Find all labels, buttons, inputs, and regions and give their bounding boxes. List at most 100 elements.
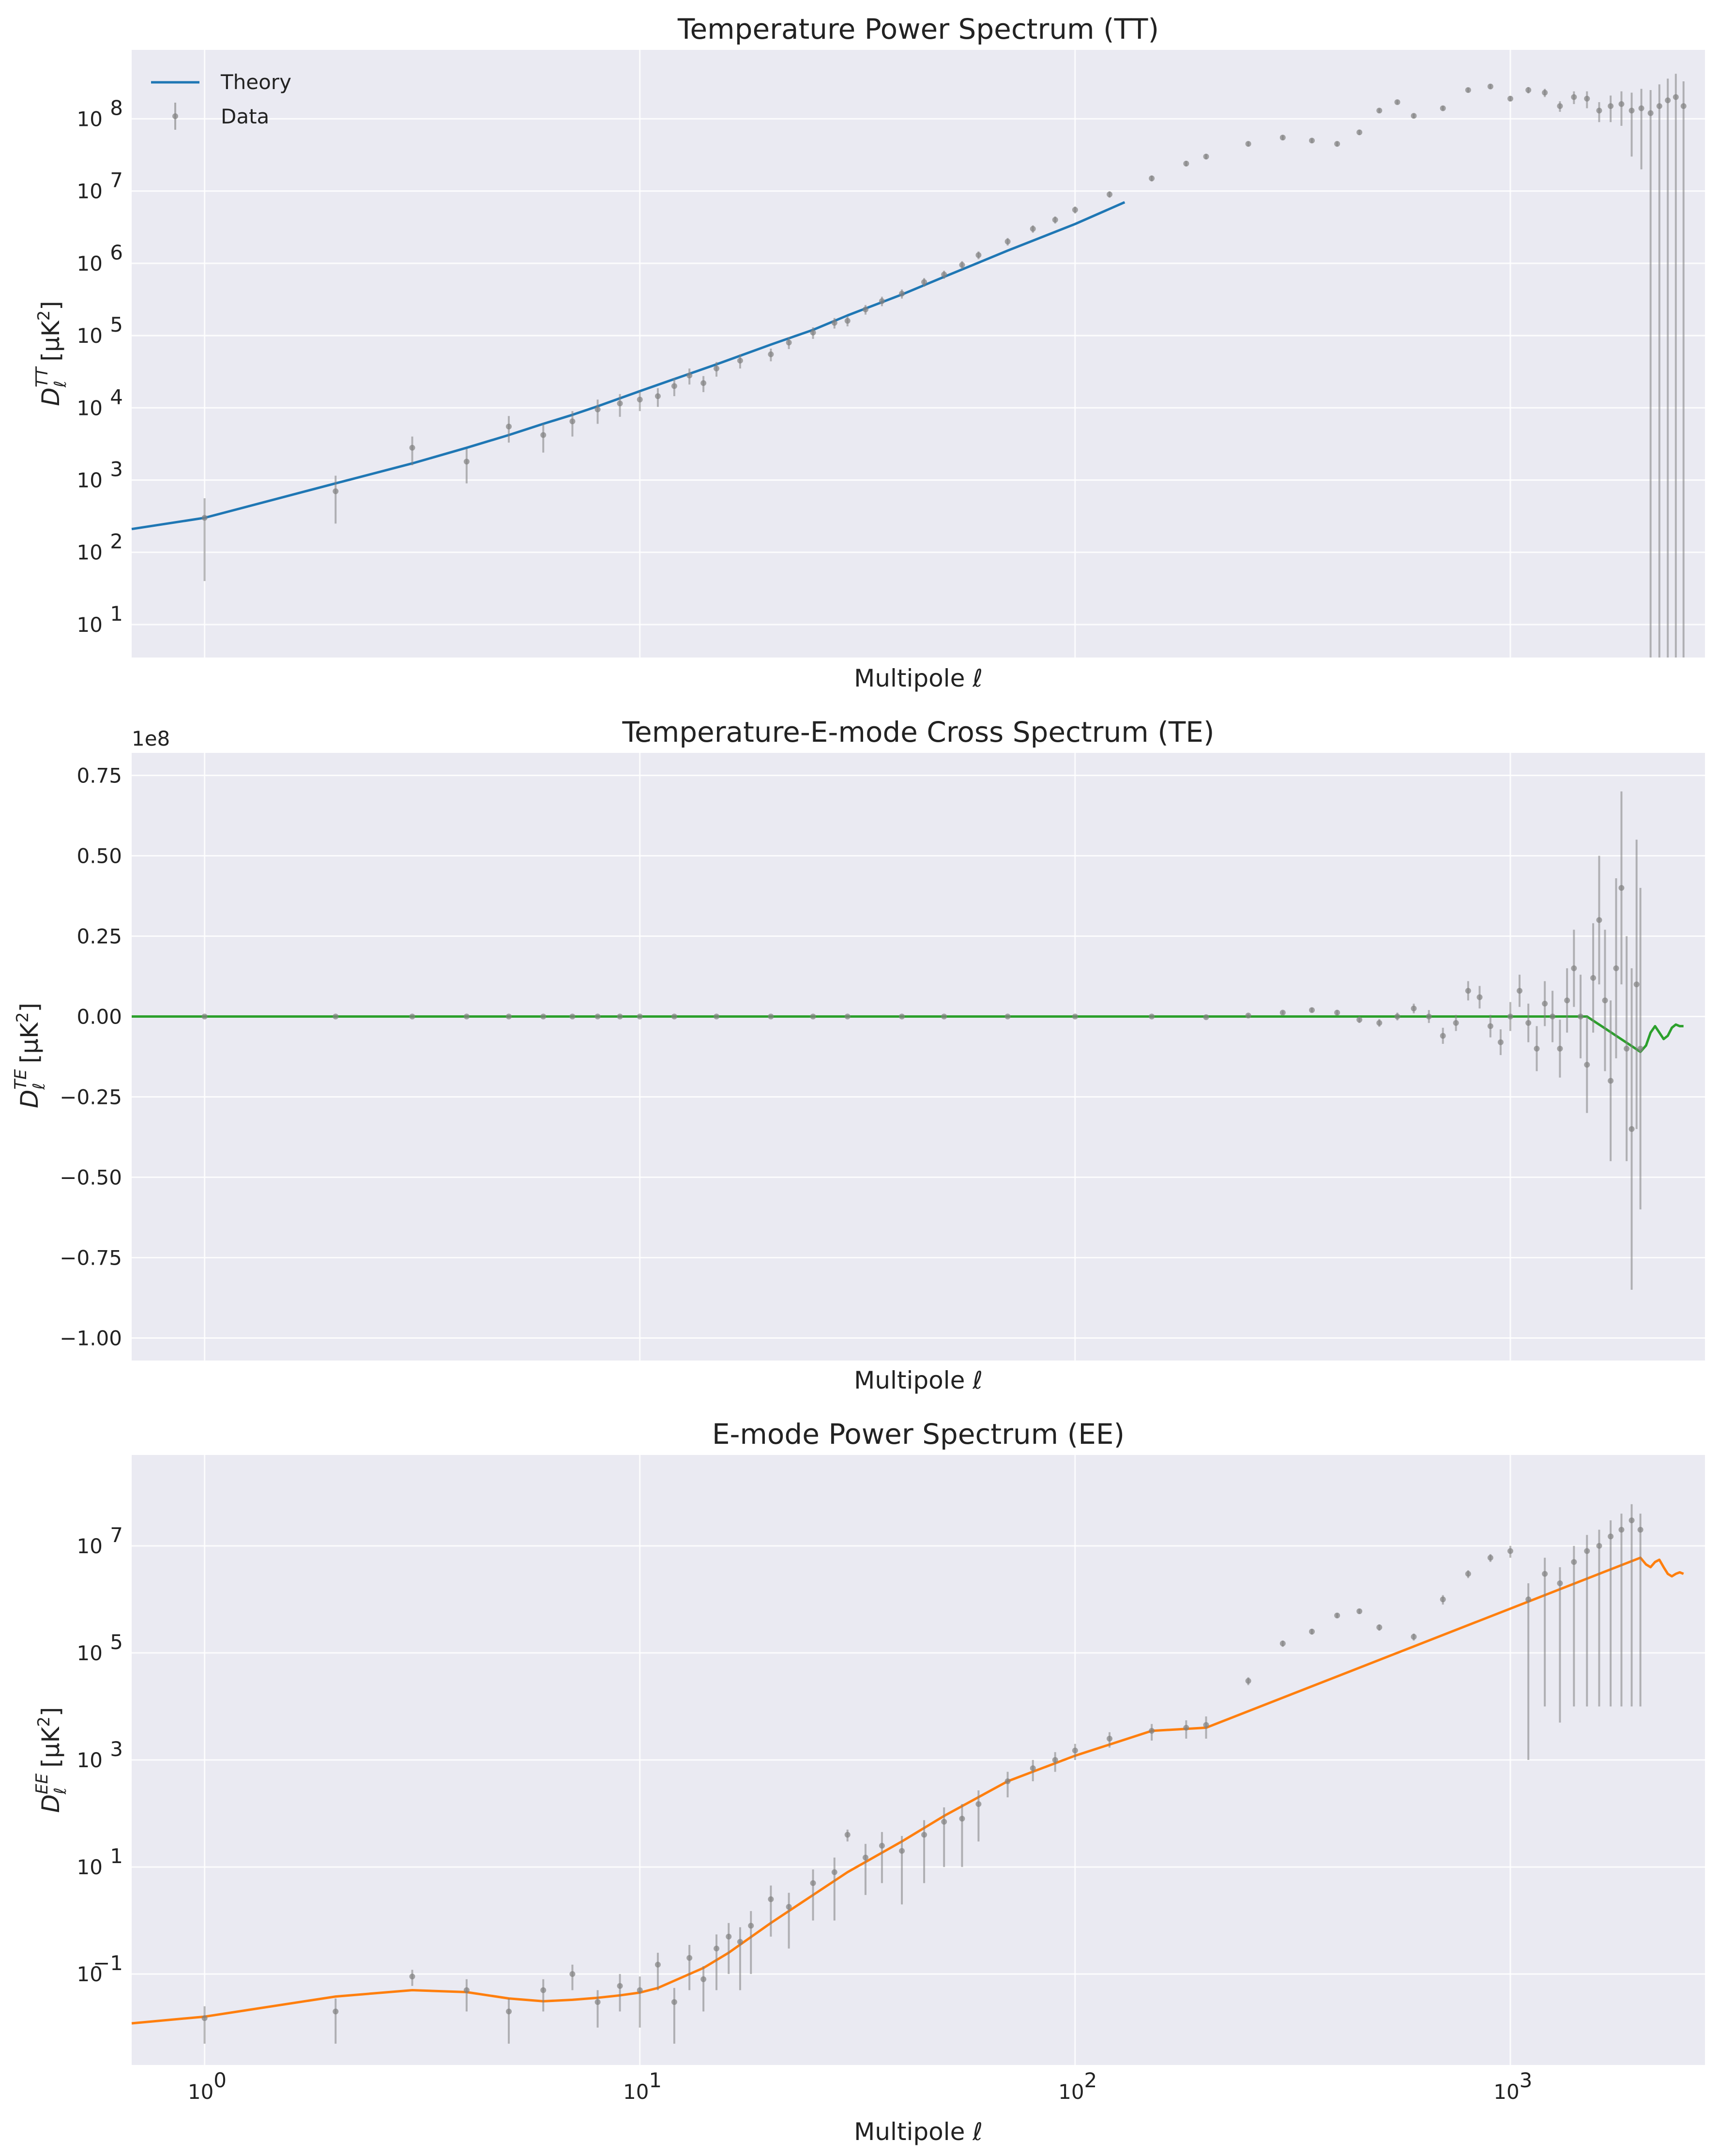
tt-data-point bbox=[1656, 103, 1662, 109]
te-data-point bbox=[844, 1013, 851, 1020]
ee-data-point bbox=[1030, 1765, 1036, 1772]
te-data-point bbox=[1590, 975, 1597, 981]
ee-data-point bbox=[1334, 1612, 1340, 1619]
ee-data-point bbox=[831, 1869, 837, 1875]
tt-xlabel: Multipole ℓ bbox=[854, 664, 983, 692]
te-xlabel: Multipole ℓ bbox=[854, 1366, 983, 1394]
ee-data-point bbox=[409, 1973, 415, 1980]
tt-data-point bbox=[1356, 129, 1363, 136]
ee-ytick-exponent: 1 bbox=[110, 1844, 123, 1868]
te-data-point bbox=[1602, 997, 1608, 1004]
tt-ytick-exponent: 8 bbox=[110, 96, 123, 120]
tt-ytick-exponent: 4 bbox=[110, 385, 123, 409]
ee-data-point bbox=[1542, 1571, 1548, 1577]
ee-data-point bbox=[1411, 1634, 1417, 1640]
ee-ylabel-sub: ℓ bbox=[51, 1788, 70, 1795]
tt-data-point bbox=[1608, 103, 1614, 109]
ee-data-point bbox=[959, 1816, 965, 1822]
tt-data-point bbox=[1680, 103, 1687, 109]
ee-data-point bbox=[686, 1955, 693, 1961]
te-plot-area bbox=[132, 753, 1705, 1361]
ee-data-point bbox=[1004, 1778, 1011, 1784]
tt-data-point bbox=[899, 291, 905, 297]
tt-ytick-exponent: 2 bbox=[110, 530, 123, 553]
ee-ytick-exponent: 7 bbox=[110, 1523, 123, 1547]
te-data-point bbox=[1564, 997, 1570, 1004]
te-ylabel-unit: [μK bbox=[15, 1022, 44, 1063]
tt-ytick-label: 10 bbox=[77, 252, 103, 275]
tt-ytick-exponent: 1 bbox=[110, 602, 123, 626]
te-panel: 0.75 0.50 0.25 0.00 −0.25 −0.50 −0.75 −1.00 1e8… bbox=[11, 716, 1705, 1394]
tt-data-point bbox=[506, 424, 512, 430]
ee-data-point bbox=[1149, 1728, 1155, 1734]
tt-data-point bbox=[879, 298, 885, 304]
tt-data-point bbox=[959, 262, 965, 268]
tt-title: Temperature Power Spectrum (TT) bbox=[677, 13, 1159, 46]
legend-data-label: Data bbox=[221, 105, 269, 128]
tt-ytick-label: 10 bbox=[77, 469, 103, 492]
te-data-point bbox=[506, 1013, 512, 1020]
ee-data-point bbox=[726, 1933, 732, 1940]
tt-data-point bbox=[671, 383, 677, 389]
ee-data-point bbox=[879, 1843, 885, 1849]
ee-data-point bbox=[463, 1987, 470, 1993]
ee-data-point bbox=[671, 1999, 677, 2005]
te-data-point bbox=[594, 1013, 601, 1020]
te-data-point bbox=[1618, 885, 1625, 891]
te-data-point bbox=[1637, 1045, 1643, 1052]
ee-data-point bbox=[1203, 1722, 1209, 1728]
ee-data-point bbox=[540, 1987, 547, 1993]
te-data-point bbox=[1571, 965, 1577, 971]
ee-data-point bbox=[1487, 1555, 1493, 1561]
te-data-point bbox=[1633, 981, 1640, 988]
tt-data-point bbox=[1279, 135, 1286, 141]
ee-ytick-exponent: 5 bbox=[110, 1630, 123, 1654]
tt-data-point bbox=[463, 459, 470, 465]
tt-data-point bbox=[1411, 113, 1417, 119]
tt-ytick-label: 10 bbox=[77, 541, 103, 565]
ee-data-point bbox=[975, 1801, 982, 1807]
tt-data-point bbox=[831, 320, 837, 326]
legend-theory-label: Theory bbox=[220, 70, 291, 94]
tt-data-point bbox=[409, 444, 415, 451]
ee-data-point bbox=[700, 1976, 707, 1982]
tt-ytick-exponent: 6 bbox=[110, 241, 123, 264]
tt-ylabel-sub: ℓ bbox=[51, 381, 70, 388]
ee-ytick-label: 10 bbox=[77, 1534, 103, 1558]
tt-data-point bbox=[921, 279, 928, 285]
te-data-point bbox=[1557, 1045, 1563, 1052]
te-ylabel-unit-sup: 2 bbox=[13, 1012, 32, 1023]
te-data-point bbox=[810, 1013, 816, 1020]
ee-ytick-exponent: 3 bbox=[110, 1737, 123, 1761]
te-ylabel: DℓTE [μK2] bbox=[11, 1003, 49, 1108]
tt-data-point bbox=[1245, 141, 1251, 147]
tt-ytick-exponent: 7 bbox=[110, 168, 123, 192]
tt-ylabel-main: D bbox=[37, 387, 65, 406]
ee-ylabel-unit-sup: 2 bbox=[34, 1716, 54, 1727]
te-ytick-label: −0.75 bbox=[60, 1246, 122, 1270]
te-data-point bbox=[1517, 988, 1523, 994]
te-data-point bbox=[1550, 1013, 1556, 1020]
tt-data-point bbox=[1584, 95, 1590, 102]
te-ytick-label: −1.00 bbox=[60, 1327, 122, 1350]
ee-data-point bbox=[1440, 1596, 1446, 1603]
tt-data-point bbox=[1052, 217, 1058, 223]
ee-data-point bbox=[748, 1923, 754, 1929]
te-ylabel-sub: ℓ bbox=[30, 1083, 49, 1090]
ee-data-point bbox=[1596, 1543, 1602, 1549]
ee-data-point bbox=[1618, 1527, 1625, 1533]
tt-data-point bbox=[594, 406, 601, 413]
tt-ytick-label: 10 bbox=[77, 613, 103, 637]
ee-data-point bbox=[786, 1904, 792, 1910]
ee-data-point bbox=[768, 1896, 774, 1902]
te-ytick-label: 0.25 bbox=[76, 924, 122, 948]
tt-data-point bbox=[786, 339, 792, 346]
ee-ylabel-unit-close: ] bbox=[37, 1707, 65, 1717]
ee-data-point bbox=[1183, 1725, 1189, 1731]
tt-plot-area bbox=[132, 50, 1705, 658]
ee-xtick-label: 10 bbox=[1058, 2080, 1084, 2104]
ee-data-point bbox=[1637, 1527, 1643, 1533]
tt-data-point bbox=[714, 366, 720, 372]
ee-xtick-exponent: 1 bbox=[649, 2068, 662, 2092]
